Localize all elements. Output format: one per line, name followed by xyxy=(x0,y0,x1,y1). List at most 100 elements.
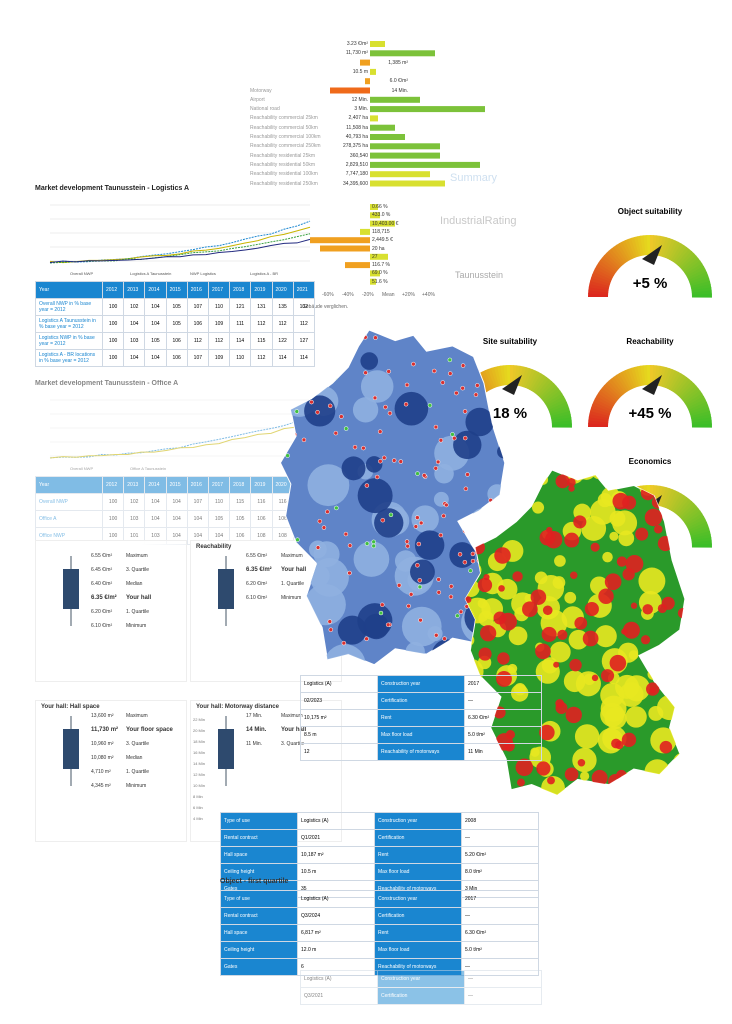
axis-label: 12 Min xyxy=(193,772,206,777)
side-label: Rental contract xyxy=(220,829,298,847)
gauge-segment xyxy=(658,486,667,507)
region xyxy=(612,492,630,510)
gauge-segment xyxy=(630,236,640,258)
gauge-segment xyxy=(588,283,610,291)
cell: 105 xyxy=(229,510,252,528)
gauge-segment xyxy=(588,413,610,421)
region xyxy=(657,603,667,614)
region xyxy=(517,778,525,787)
axis-label: 16 Min xyxy=(193,750,206,755)
location xyxy=(283,354,289,360)
region xyxy=(669,680,685,700)
region xyxy=(657,536,673,552)
bar-value: 3.23 €/m² xyxy=(346,41,368,47)
cell: 104 xyxy=(144,510,167,528)
region xyxy=(499,498,511,510)
location xyxy=(314,335,320,341)
region xyxy=(515,758,534,777)
axis-label: +40% xyxy=(422,292,435,298)
cell: Certification xyxy=(377,692,465,710)
box-value: 6.10 €/m² xyxy=(246,595,268,601)
data-row: 10,175 m² Rent 6.30 €/m² xyxy=(300,709,542,727)
box-label: Maximum xyxy=(126,713,148,719)
region xyxy=(625,706,647,728)
data-table: Type of use Logistics (A) Construction yea… xyxy=(220,812,539,898)
box-value: 6.20 €/m² xyxy=(246,581,268,587)
property-table: Logistics (A) Construction year — Q3/2021 Ce… xyxy=(300,970,590,1024)
region xyxy=(496,578,518,600)
region xyxy=(453,430,482,460)
location xyxy=(444,502,449,508)
location xyxy=(291,613,297,618)
box-label: Median xyxy=(126,755,143,761)
cell: 104 xyxy=(144,298,167,316)
bar-label: Reachability residential 50km xyxy=(250,161,316,168)
region xyxy=(547,776,555,785)
location xyxy=(271,609,275,613)
gauge-segment xyxy=(591,404,611,415)
gauge-segment xyxy=(679,253,697,270)
region xyxy=(642,604,653,615)
gauge-segment xyxy=(669,241,682,261)
region xyxy=(569,658,582,672)
faded-title: IndustrialRating xyxy=(440,215,517,227)
gauge-segment xyxy=(539,383,557,400)
deviation-chart-2: 0.66 % 433.0 % 10,403.00 €118,715 2,449.5 €… xyxy=(300,200,450,315)
region xyxy=(623,621,640,639)
gauge-segment xyxy=(662,238,673,258)
gauge-needle xyxy=(642,245,662,265)
gauge-segment xyxy=(681,255,699,271)
side-label: Type of use xyxy=(220,890,298,908)
gauge-segment xyxy=(589,280,610,289)
location xyxy=(417,584,423,590)
cell: 112 xyxy=(250,349,273,367)
box-value: 4,710 m² xyxy=(91,769,111,775)
axis-label: -40% xyxy=(342,292,354,298)
location xyxy=(462,409,468,414)
gauge-segment xyxy=(588,289,609,295)
cell: 114 xyxy=(292,349,316,367)
gauge-title: Economics xyxy=(628,457,672,466)
gauge-segment xyxy=(660,367,670,388)
data-row: Ceiling height 12.0 m Max floor load 5.0 t/… xyxy=(220,941,539,959)
cell: 8.0 t/m² xyxy=(461,863,539,881)
location xyxy=(292,432,298,437)
header-cell: 2020 xyxy=(271,281,294,299)
location xyxy=(407,651,412,656)
region xyxy=(465,501,477,527)
bar xyxy=(370,171,430,178)
box-label: Maximum xyxy=(281,553,303,559)
location xyxy=(463,486,469,492)
gauge-segment xyxy=(549,404,570,415)
header-cell: 2014 xyxy=(144,476,167,494)
location xyxy=(458,609,464,615)
gauge-needle xyxy=(642,375,662,395)
gauge-segment xyxy=(599,387,618,403)
region xyxy=(584,601,599,617)
cell: 121 xyxy=(229,298,252,316)
data-row: 12 Reachability of motorways 11 Min xyxy=(300,743,542,761)
cell: 132 xyxy=(292,298,316,316)
gauge-segment xyxy=(686,396,706,409)
location xyxy=(341,337,346,342)
cell: 114 xyxy=(229,332,252,350)
location xyxy=(433,424,439,430)
data-row: Logistics A - BR locations in % base yea… xyxy=(35,349,316,367)
cell: 105 xyxy=(144,332,167,350)
cell: 110 xyxy=(207,493,231,511)
region xyxy=(485,786,497,795)
box-label: Your floor space xyxy=(126,727,173,733)
region xyxy=(574,724,600,749)
bar-value: 27 xyxy=(372,253,378,260)
gauge-segment xyxy=(536,378,552,397)
location xyxy=(418,333,423,338)
bar-label: Reachability residential 100km xyxy=(250,171,318,178)
location xyxy=(475,383,480,388)
region xyxy=(557,629,568,640)
gauge-segment xyxy=(603,252,621,269)
gauge-segment xyxy=(588,419,609,425)
region xyxy=(449,542,476,568)
axis-label: 10 Min xyxy=(193,783,206,788)
location xyxy=(446,646,451,652)
bar-value: 10.5 m xyxy=(352,68,368,75)
